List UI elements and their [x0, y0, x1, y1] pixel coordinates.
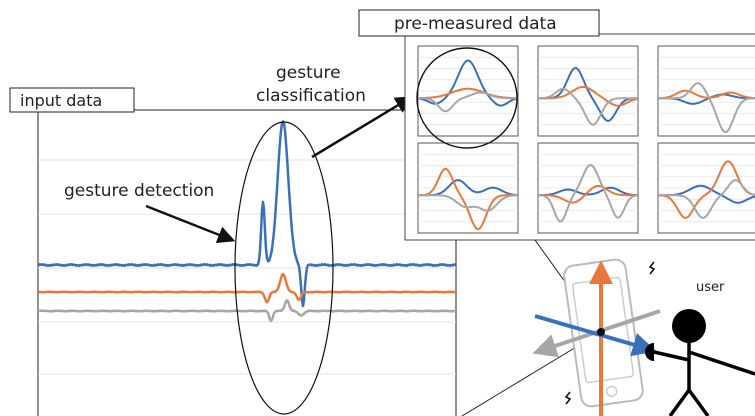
- template-curve-gray: [537, 164, 639, 223]
- user-leg-right: [687, 388, 710, 416]
- gesture-classification-arrow: [311, 96, 413, 159]
- user-stick-figure: [645, 309, 755, 416]
- gesture-detection-ellipse: [234, 121, 334, 415]
- input-data-label: input data: [20, 91, 102, 110]
- template-highlight-circle: [416, 47, 518, 149]
- template-2: [537, 45, 639, 137]
- input-panel-gridlines: [38, 159, 456, 375]
- template-curve-gray: [538, 87, 638, 126]
- template-curve-gray: [658, 82, 755, 133]
- gesture-classification-label-line1: gesture: [276, 63, 341, 83]
- template-curve-blue: [538, 186, 638, 197]
- vibration-mark-top: [648, 261, 656, 275]
- gesture-detection-arrow: [145, 204, 236, 243]
- template-curve-orange: [538, 184, 638, 204]
- template-5: [537, 142, 639, 234]
- vibration-mark-bottom: [564, 391, 572, 405]
- user-hand: [645, 343, 654, 361]
- smartphone-home-button: [605, 385, 618, 398]
- phone-user-illustration: user: [461, 239, 755, 416]
- user-leg-left: [668, 388, 691, 416]
- input-series-blue: [38, 120, 456, 308]
- user-label: user: [696, 280, 725, 295]
- template-6: [657, 142, 755, 234]
- template-1: [417, 45, 519, 137]
- gesture-detection-label: gesture detection: [64, 181, 214, 201]
- user-arm-right: [688, 350, 755, 376]
- template-grid: [417, 45, 755, 234]
- axis-arrow-blue: [534, 314, 657, 357]
- template-curve-gray: [418, 194, 519, 212]
- input-series-orange: [38, 272, 456, 304]
- user-arm-left: [653, 350, 690, 362]
- axis-origin-dot: [597, 328, 605, 336]
- input-series-gray: [38, 299, 456, 323]
- input-data-panel: [37, 109, 457, 416]
- template-curve-gray: [658, 179, 755, 219]
- template-curve-gray: [418, 91, 518, 113]
- template-3: [657, 45, 755, 137]
- pre-measured-data-label-box: [358, 9, 600, 37]
- input-signal-series: [38, 120, 456, 323]
- user-head: [672, 309, 706, 343]
- template-4: [417, 142, 519, 234]
- pre-measured-data-label: pre-measured data: [394, 14, 557, 34]
- gesture-classification-label-line2: classification: [256, 86, 366, 106]
- template-curve-orange: [418, 167, 518, 231]
- template-curve-orange: [538, 85, 639, 107]
- input-data-label-box: [9, 87, 135, 113]
